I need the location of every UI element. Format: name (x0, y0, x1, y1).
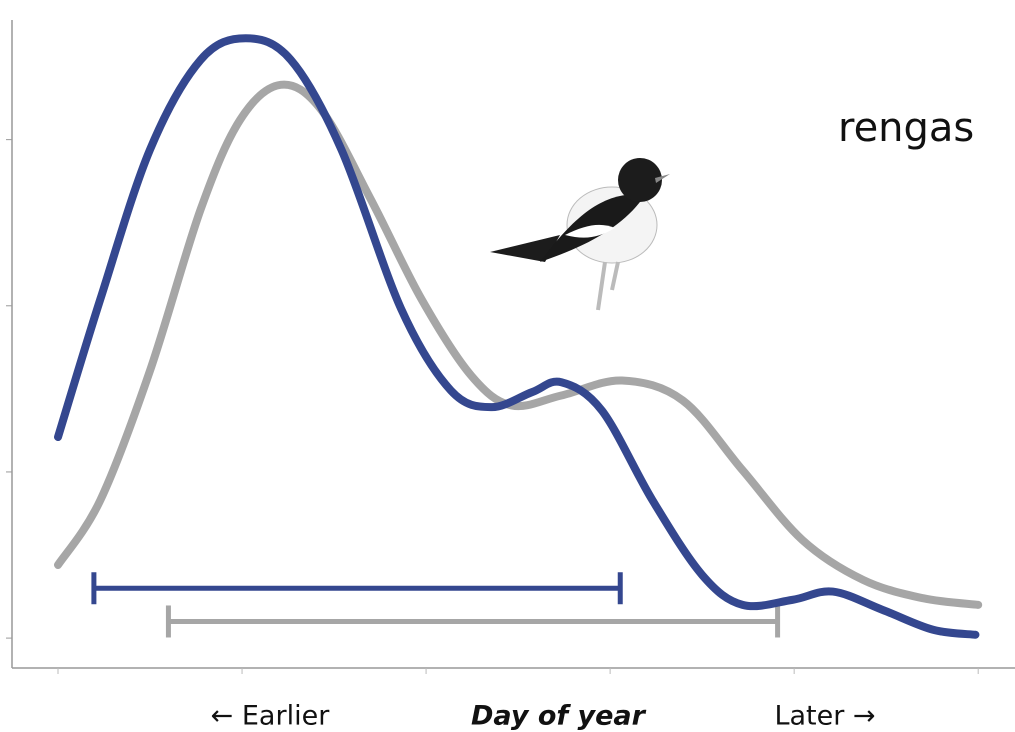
x-axis-label: Day of year (471, 701, 647, 732)
later-note: Later → (774, 701, 875, 732)
annotation: rengas (838, 105, 974, 151)
density-curve (54, 80, 983, 609)
bird (490, 158, 670, 311)
density-curve (54, 34, 980, 639)
earlier-note: ← Earlier (211, 701, 331, 732)
